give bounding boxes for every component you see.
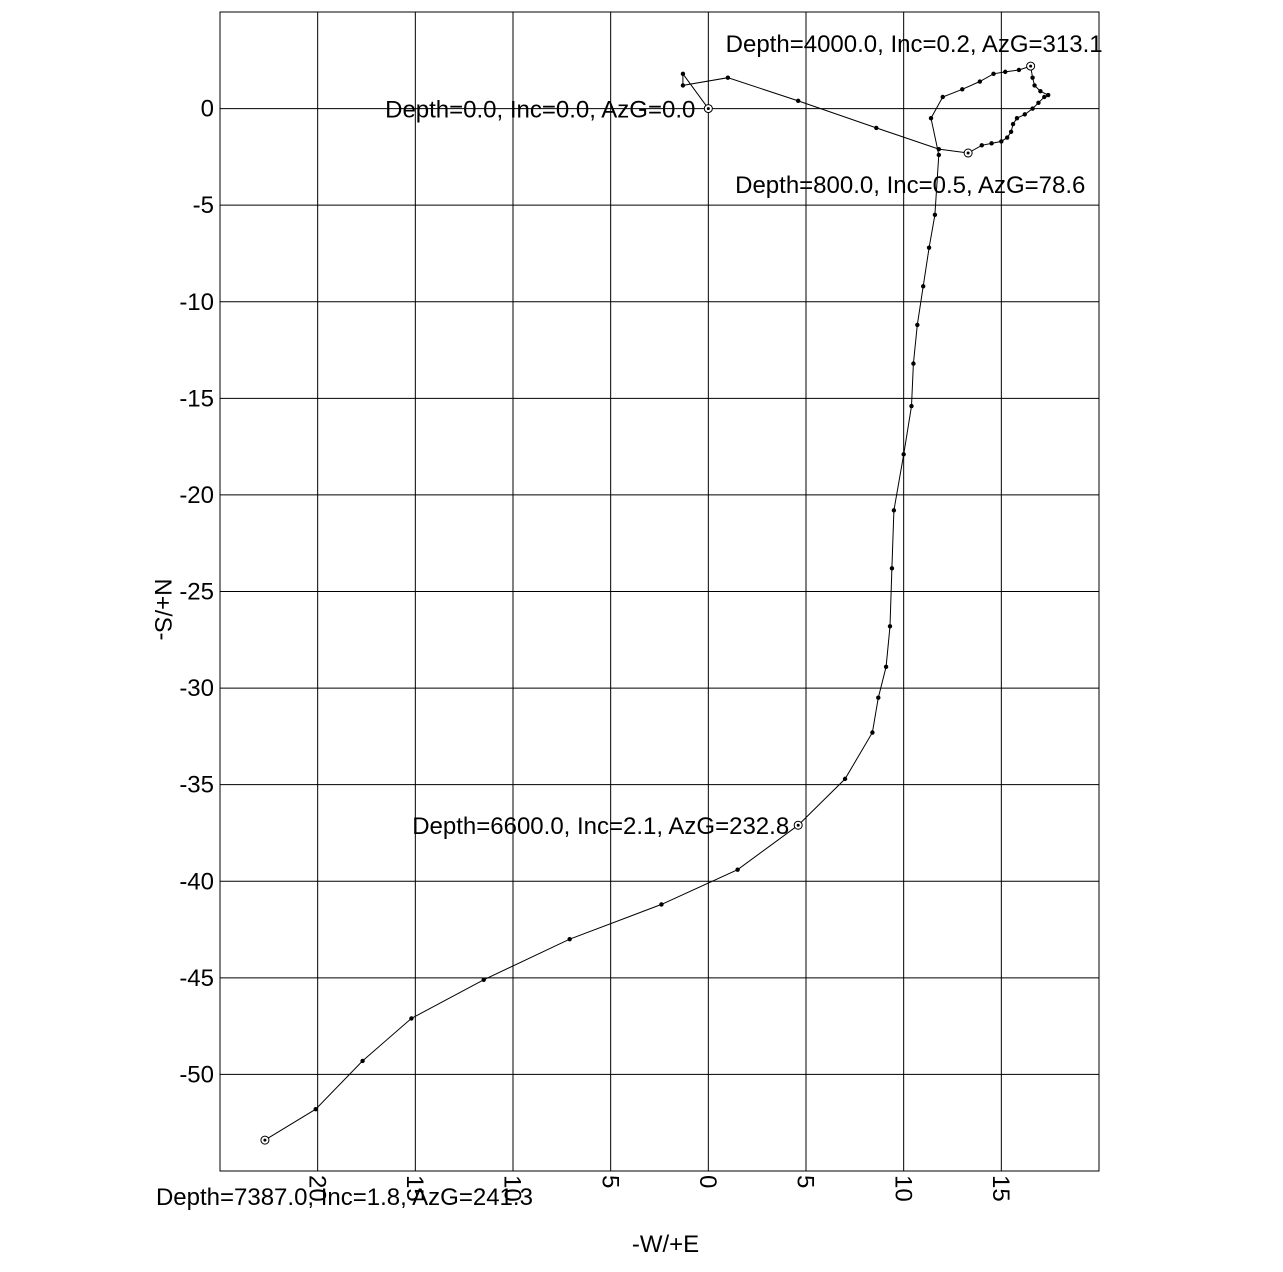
survey-point [936,152,942,158]
y-tick-label: -40 [179,868,214,895]
x-tick-label: 15 [987,1175,1014,1202]
survey-point [1004,135,1010,140]
survey-point [979,143,984,148]
x-tick-label: 5 [596,1175,623,1188]
survey-point [409,1016,414,1021]
survey-point [1022,112,1027,117]
survey-point [909,403,914,409]
y-tick-label: -5 [193,192,214,219]
x-tick-label: 0 [694,1175,721,1188]
survey-point [659,902,664,907]
survey-point [887,624,893,629]
survey-point [1036,100,1041,105]
survey-point [1046,92,1051,98]
station-marker-dot [1029,64,1033,68]
survey-point [1032,83,1037,88]
survey-point [891,508,897,513]
tick-labels: 20 15 10 5 0 5 10 15 0 -5 -10 -15 -20 -25 -30 -35 -40 -45… [179,96,1014,1202]
survey-point [932,212,938,218]
x-tick-label: 5 [792,1175,819,1188]
survey-point [977,79,983,84]
survey-point [870,730,875,735]
survey-point [874,125,879,131]
grid [220,12,1099,1171]
survey-point [901,452,906,457]
survey-point [989,141,994,146]
x-tick-label: 10 [499,1175,526,1202]
survey-point [991,71,996,77]
annotation-label: Depth=7387.0, Inc=1.8, AzG=241.3 [156,1184,533,1211]
survey-point [883,664,889,670]
annotations: Depth=0.0, Inc=0.0, AzG=0.0 Depth=4000.0,… [156,31,1103,1211]
survey-point [928,116,934,121]
survey-point [960,87,965,92]
y-tick-label: -30 [179,675,214,702]
survey-point [999,139,1004,144]
survey-point [915,322,920,328]
y-tick-label: -15 [179,385,214,412]
station-marker-dot [796,823,800,827]
annotation-label: Depth=800.0, Inc=0.5, AzG=78.6 [735,172,1085,199]
x-axis-label: -W/+E [632,1231,699,1258]
survey-point [921,284,926,289]
survey-point [680,83,686,88]
annotation-label: Depth=0.0, Inc=0.0, AzG=0.0 [385,97,695,124]
x-tick-label: 20 [303,1175,330,1202]
survey-point [1010,121,1016,127]
survey-point [1030,75,1035,80]
survey-point [889,566,895,571]
survey-point [936,146,942,152]
x-tick-label: 15 [401,1175,428,1202]
survey-point [481,977,486,982]
survey-point [1030,106,1035,111]
survey-point [876,695,881,700]
y-tick-label: -50 [179,1061,214,1088]
survey-point [1003,69,1008,75]
survey-point [567,937,572,942]
survey-point [735,867,740,872]
station-marker-dot [706,107,710,111]
survey-point [842,776,848,782]
survey-point [1014,116,1020,121]
x-tick-label: 10 [889,1175,916,1202]
annotation-label: Depth=6600.0, Inc=2.1, AzG=232.8 [412,813,789,840]
survey-point [940,94,945,100]
y-tick-label: -25 [179,579,214,606]
y-tick-label: 0 [201,96,214,123]
survey-point [1038,88,1043,94]
y-tick-label: -20 [179,482,214,509]
survey-point [680,71,686,77]
y-tick-label: -35 [179,772,214,799]
annotation-label: Depth=4000.0, Inc=0.2, AzG=313.1 [726,31,1103,58]
trajectory-series [260,61,1051,1145]
station-marker-dot [263,1138,267,1142]
survey-point [1008,129,1014,134]
y-axis-label: N+/S- [149,578,176,640]
survey-point [725,75,731,80]
survey-point [911,361,916,366]
y-tick-label: -10 [179,289,214,316]
survey-point [360,1058,365,1064]
survey-point [313,1106,318,1112]
survey-point [795,98,801,104]
survey-point [1042,94,1047,100]
survey-point [1016,67,1022,73]
survey-point [926,245,932,250]
y-tick-label: -45 [179,965,214,992]
station-marker-dot [966,151,970,155]
